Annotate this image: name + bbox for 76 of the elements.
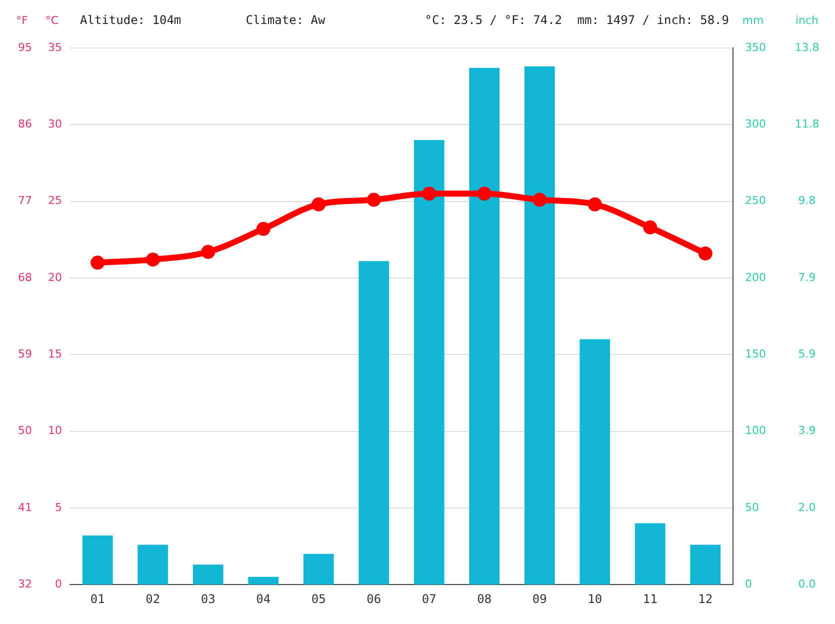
y3-axis-title: °F — [16, 14, 28, 27]
text: 9.8 — [798, 194, 816, 208]
y2-tick-label: 200 — [745, 270, 766, 284]
y-tick-label: 35 — [48, 40, 62, 54]
point — [312, 197, 326, 212]
bar — [358, 261, 390, 585]
y3-tick-label: 77 — [18, 194, 32, 208]
point — [643, 220, 658, 234]
y3-tick-label: 41 — [18, 500, 32, 514]
bar — [690, 544, 721, 585]
x-tick-label: 12 — [698, 592, 713, 606]
y2-axis-title: mm — [742, 14, 764, 27]
bar — [634, 523, 666, 585]
bar — [82, 536, 113, 585]
y-tick-label: 25 — [48, 194, 62, 208]
y3-tick-label: 32 — [18, 577, 32, 590]
y-tick-label: 10 — [48, 424, 62, 438]
point — [698, 246, 712, 260]
x-tick-label: 03 — [200, 592, 216, 606]
y3-tick-label: 68 — [18, 270, 32, 284]
point — [422, 186, 436, 201]
text: 5.9 — [798, 347, 816, 360]
point — [256, 222, 270, 236]
y-tick-label: 30 — [48, 118, 62, 131]
point — [477, 186, 492, 201]
text: 7.9 — [798, 270, 816, 284]
x-tick-label: 10 — [588, 592, 602, 606]
point — [588, 197, 602, 212]
x-tick-label: 09 — [532, 592, 547, 606]
bar — [414, 140, 444, 585]
bar — [248, 576, 279, 585]
x-tick-label: 01 — [90, 592, 105, 606]
y2-tick-label: 250 — [745, 194, 766, 208]
text: °C: 23.5 / °F: 74.2 — [424, 13, 562, 28]
bar — [138, 544, 168, 585]
x-tick-label: 05 — [311, 592, 326, 606]
y-axis-title: °C — [45, 14, 59, 27]
point — [366, 192, 381, 207]
text: 2.0 — [798, 500, 816, 514]
y2-tick-label: 50 — [745, 500, 760, 514]
y2-tick-label: 300 — [745, 118, 766, 131]
bar — [469, 68, 500, 585]
bar — [580, 339, 610, 585]
text: 3.9 — [798, 424, 816, 438]
bar — [192, 564, 224, 585]
y-tick-label: 5 — [54, 500, 62, 514]
text: mm: 1497 / inch: 58.9 — [577, 13, 730, 28]
point — [90, 256, 105, 270]
text: 11.8 — [794, 118, 820, 131]
x-tick-label: 02 — [146, 592, 160, 606]
text: Climate: Aw — [246, 13, 326, 28]
x-tick-label: 11 — [642, 592, 658, 606]
y-tick-label: 15 — [48, 347, 62, 360]
x-tick-label: 06 — [366, 592, 382, 606]
y3-tick-label: 86 — [18, 118, 32, 131]
text: Altitude: 104m — [80, 13, 182, 28]
point — [146, 252, 160, 267]
y2-tick-label: 350 — [745, 40, 766, 54]
y3-tick-label: 95 — [18, 40, 32, 54]
y-tick-label: 20 — [48, 270, 62, 284]
point — [201, 244, 216, 259]
bar — [303, 554, 334, 585]
bar — [524, 66, 555, 585]
x-tick-label: 04 — [256, 592, 271, 606]
y-tick-label: 0 — [54, 577, 62, 590]
point — [532, 192, 547, 207]
x-tick-label: 07 — [422, 592, 436, 606]
x-tick-label: 08 — [477, 592, 492, 606]
y2-tick-label: 100 — [745, 424, 766, 438]
y3-tick-label: 50 — [18, 424, 32, 438]
text: inch — [795, 14, 819, 27]
y3-tick-label: 59 — [18, 347, 32, 360]
y2-tick-label: 0 — [745, 577, 752, 590]
y2-tick-label: 150 — [745, 347, 766, 360]
text: 13.8 — [794, 40, 820, 54]
text: 0.0 — [798, 577, 816, 590]
